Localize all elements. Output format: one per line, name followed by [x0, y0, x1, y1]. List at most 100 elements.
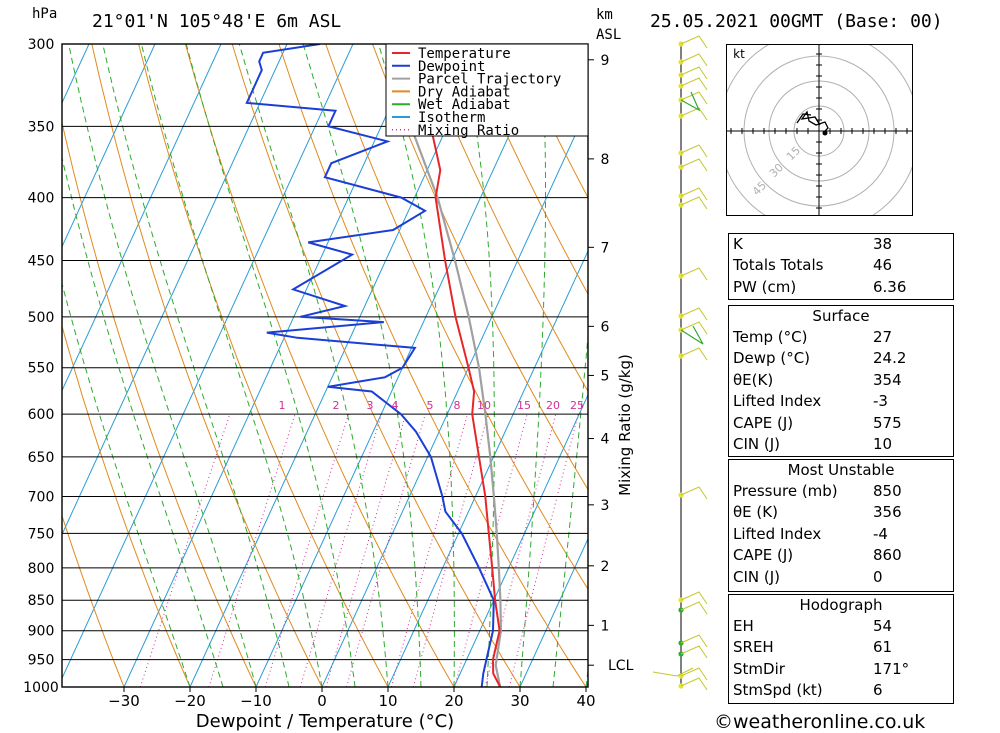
- dry-adiabat-line: [465, 44, 588, 296]
- index-value: 356: [873, 503, 902, 522]
- isotherm-line: [321, 106, 588, 687]
- index-row: Pressure (mb) 850: [729, 481, 953, 502]
- wet-adiabat-line: [238, 44, 389, 687]
- wind-barb: [680, 144, 708, 158]
- index-label: Pressure (mb): [733, 482, 838, 500]
- mixing-ratio-axis-label: Mixing Ratio (g/kg): [616, 354, 634, 496]
- temp-tick-label: 0: [317, 692, 327, 710]
- index-label: CIN (J): [733, 435, 781, 454]
- dry-adiabat-line: [372, 44, 588, 491]
- dry-adiabat-line: [418, 44, 588, 393]
- storm-motion-marker: [822, 130, 828, 136]
- legend-label: Dry Adiabat: [418, 84, 511, 100]
- mixing-ratio-line: [346, 414, 426, 687]
- index-value: 46: [873, 256, 893, 275]
- index-value: 6: [873, 681, 883, 700]
- index-row: Totals Totals 46: [729, 255, 953, 276]
- isotherm-line: [585, 681, 588, 687]
- wind-barb: [680, 158, 708, 172]
- km-tick-label: 1: [601, 618, 610, 634]
- wind-barb: [680, 321, 708, 335]
- temp-tick-label: 40: [576, 692, 595, 710]
- index-label: Dewp (°C): [733, 349, 811, 368]
- index-row: CAPE (J) 860: [729, 545, 953, 566]
- isotherm-line: [519, 537, 588, 687]
- legend-label: Temperature: [418, 46, 511, 62]
- index-row: Lifted Index -4: [729, 524, 953, 545]
- index-label: θE (K): [733, 503, 778, 522]
- legend-box: [385, 43, 589, 137]
- hodograph-ring-label: 45: [750, 179, 769, 198]
- pressure-tick-label: 450: [28, 254, 55, 270]
- temp-tick-label: −10: [240, 692, 272, 710]
- isotherm-line: [387, 249, 588, 687]
- mixing-ratio-label: 8: [454, 399, 461, 412]
- temp-tick-label: 20: [444, 692, 463, 710]
- index-label: EH: [733, 617, 754, 635]
- wet-adiabat-line: [102, 44, 290, 687]
- wind-barb: [680, 66, 708, 80]
- temp-tick-label: 30: [510, 692, 529, 710]
- km-tick-label: 5: [601, 368, 610, 384]
- dry-adiabat-line: [184, 44, 455, 687]
- wind-barb: [680, 307, 708, 321]
- dewpoint-line: [245, 44, 495, 687]
- isotherm-line: [0, 44, 23, 687]
- pressure-tick-label: 1000: [23, 680, 59, 696]
- index-row: θE (K) 356: [729, 502, 953, 523]
- wet-adiabat-line: [185, 44, 356, 687]
- wind-barb: [652, 667, 694, 677]
- index-value: 354: [873, 370, 902, 389]
- index-row: K 38: [729, 234, 953, 255]
- temp-tick-label: −30: [108, 692, 140, 710]
- temp-tick-label: −20: [174, 692, 206, 710]
- index-value: 860: [873, 546, 902, 565]
- pressure-tick-label: 550: [28, 361, 55, 377]
- index-label: CAPE (J): [733, 413, 794, 432]
- isotherm-line: [189, 44, 486, 687]
- mixing-ratio-line: [412, 414, 489, 687]
- isotherm-line: [62, 44, 288, 536]
- index-row: Dewp (°C) 24.2: [729, 348, 953, 369]
- hodograph-trace: [796, 113, 812, 124]
- index-label: Totals Totals: [733, 256, 824, 275]
- index-value: -3: [873, 392, 888, 411]
- mixing-ratio-label: 20: [546, 399, 560, 412]
- footer-copyright: ©weatheronline.co.uk: [714, 711, 926, 733]
- pressure-tick-label: 500: [28, 310, 55, 326]
- location-title: 21°01'N 105°48'E 6m ASL: [92, 11, 342, 32]
- plot-frame: [61, 43, 589, 688]
- wind-barb: [680, 91, 701, 112]
- x-axis-label: Dewpoint / Temperature (°C): [196, 711, 454, 732]
- datetime-title: 25.05.2021 00GMT (Base: 00): [650, 11, 943, 32]
- km-tick-label: 3: [601, 498, 610, 514]
- index-row: StmDir 171°: [729, 659, 953, 680]
- mixing-ratio-line: [264, 414, 349, 687]
- mixing-ratio-label: 25: [570, 399, 584, 412]
- wind-barb: [680, 667, 708, 681]
- wind-barb: [680, 77, 708, 91]
- wind-barb: [680, 267, 708, 281]
- index-value: 6.36: [873, 277, 907, 296]
- index-label: StmDir: [733, 659, 785, 678]
- wind-barb: [680, 634, 708, 648]
- pressure-tick-label: 950: [28, 653, 55, 669]
- index-value: 10: [873, 435, 893, 454]
- mixing-ratio-line: [208, 414, 296, 687]
- wind-barb: [680, 601, 708, 615]
- wind-barb: [680, 347, 708, 361]
- index-row: CAPE (J) 575: [729, 413, 953, 434]
- hodograph-table: Hodograph EH 54 SREH 61 StmDir 171° StmSpd (kt…: [728, 594, 954, 704]
- km-tick-label: 6: [601, 319, 610, 335]
- mixing-ratio-line: [139, 414, 231, 687]
- wind-barb: [680, 677, 708, 691]
- index-row: θE(K) 354: [729, 370, 953, 391]
- legend-label: Parcel Trajectory: [418, 72, 561, 88]
- index-value: 575: [873, 413, 902, 432]
- index-label: Lifted Index: [733, 392, 822, 411]
- pressure-tick-label: 850: [28, 593, 55, 609]
- km-tick-label: 2: [601, 559, 610, 575]
- legend-label: Isotherm: [418, 110, 485, 126]
- mixing-ratio-label: 4: [392, 399, 399, 412]
- legend-label: Wet Adiabat: [418, 97, 511, 113]
